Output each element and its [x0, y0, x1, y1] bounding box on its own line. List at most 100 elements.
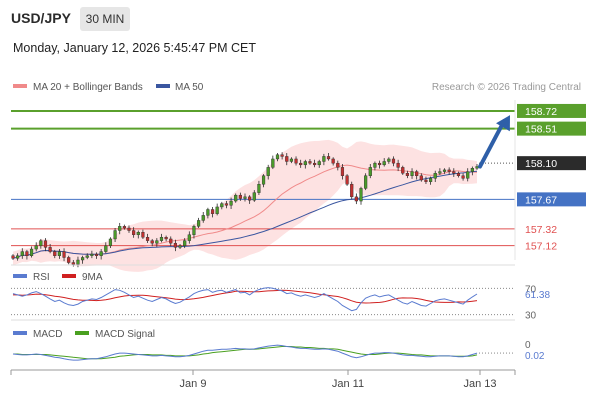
chart-timestamp: Monday, January 12, 2026 5:45:47 PM CET — [13, 41, 256, 55]
bollinger-band-area — [13, 139, 477, 272]
legend-swatch-rsi — [13, 274, 27, 278]
candle-body — [438, 171, 442, 174]
candle-body — [359, 188, 363, 202]
candle-body — [16, 255, 20, 259]
x-axis-ticks: Jan 9 Jan 11 Jan 13 — [10, 370, 516, 390]
attribution-text: Research © 2026 Trading Central — [432, 82, 581, 93]
price-tag-157.67: 157.67 — [525, 194, 557, 206]
candle-body — [326, 156, 331, 160]
legend-macd-label: MACD — [33, 329, 62, 340]
timeframe-badge[interactable]: 30 MIN — [80, 7, 130, 31]
candle-body — [71, 262, 75, 265]
candle-body — [299, 162, 303, 166]
candle-body — [456, 173, 461, 176]
macd-tick-label: 0 — [525, 340, 531, 351]
candle-body — [415, 171, 419, 176]
candle-body — [48, 247, 52, 252]
candle-body — [127, 227, 131, 231]
candle-body — [99, 251, 103, 256]
price-tag-box — [517, 103, 586, 118]
legend-ma20-label: MA 20 + Bollinger Bands — [33, 82, 143, 93]
candle-body — [340, 167, 345, 176]
candle-body — [159, 237, 164, 241]
candle-body — [280, 154, 284, 157]
price-tag-box — [517, 192, 586, 207]
candle-body — [11, 255, 15, 259]
candle-body — [424, 179, 428, 182]
candle-body — [173, 242, 177, 248]
candle-body — [248, 196, 252, 201]
x-tick-label: Jan 9 — [180, 378, 207, 390]
candle-body — [164, 237, 168, 240]
candle-body — [266, 167, 270, 176]
candle-body — [470, 168, 474, 172]
candle-body — [104, 245, 108, 252]
candle-body — [322, 156, 326, 162]
candle-body — [368, 167, 372, 176]
candle-body — [401, 167, 405, 174]
candle-body — [53, 251, 57, 256]
candle-body — [215, 206, 219, 214]
candle-body — [364, 175, 368, 189]
candle-body — [224, 203, 229, 206]
candle-body — [62, 251, 66, 258]
candle-body — [169, 238, 173, 244]
candle-body — [108, 238, 113, 246]
legend-rsi-ma-label: 9MA — [82, 272, 103, 283]
candle-body — [220, 203, 224, 208]
candle-body — [197, 220, 201, 227]
candle-body — [229, 200, 233, 206]
candle-body — [313, 162, 317, 166]
macd-lines: 00.02 — [12, 340, 545, 362]
candle-body — [410, 171, 414, 176]
candle-body — [350, 184, 354, 198]
candle-body — [39, 240, 43, 246]
macd-signal-line — [13, 346, 478, 360]
candle-body — [238, 194, 242, 199]
candle-body — [331, 158, 335, 164]
forecast-arrow-head — [496, 115, 510, 132]
candle-body — [132, 230, 136, 235]
legend-swatch-ma50 — [156, 84, 170, 88]
candle-body — [234, 194, 238, 202]
legend-swatch-macd — [13, 331, 27, 335]
rsi-lines: 70 30 61.38 — [11, 284, 550, 322]
candle-body — [354, 196, 358, 202]
candle-body — [419, 175, 423, 181]
bollinger-band-fill — [13, 139, 477, 272]
candle-body — [136, 232, 140, 235]
price-tag-157.12: 157.12 — [525, 241, 557, 253]
candle-body — [178, 245, 182, 248]
candle-body — [150, 240, 154, 244]
candle-body — [145, 237, 150, 241]
x-tick-label: Jan 11 — [332, 378, 364, 390]
candle-body — [447, 169, 451, 172]
candle-body — [433, 173, 437, 179]
candle-body — [387, 158, 391, 162]
price-tag-box — [517, 156, 586, 171]
macd-line — [12, 344, 478, 361]
candle-body — [206, 209, 210, 216]
legend-macd-signal-label: MACD Signal — [95, 329, 155, 340]
candle-body — [382, 161, 386, 166]
candle-body — [57, 251, 61, 256]
candle-body — [345, 175, 349, 185]
legend-swatch-rsi-ma — [62, 274, 76, 278]
price-level-lines — [11, 109, 515, 247]
candle-body — [308, 161, 312, 164]
price-tag-158.51: 158.51 — [525, 124, 557, 136]
candle-body — [377, 162, 382, 166]
candlestick-series — [11, 152, 479, 268]
rsi-ma-line — [13, 289, 478, 304]
candle-body — [391, 158, 396, 164]
price-level-tags: 158.72 158.51 158.10 157.67 157.32 157.12 — [514, 100, 586, 260]
candle-body — [252, 192, 256, 201]
candle-body — [303, 161, 307, 166]
candle-body — [90, 253, 94, 256]
candle-body — [285, 156, 289, 162]
candle-body — [85, 255, 89, 258]
candle-body — [466, 171, 470, 179]
candle-body — [76, 259, 80, 265]
candle-body — [34, 245, 38, 250]
